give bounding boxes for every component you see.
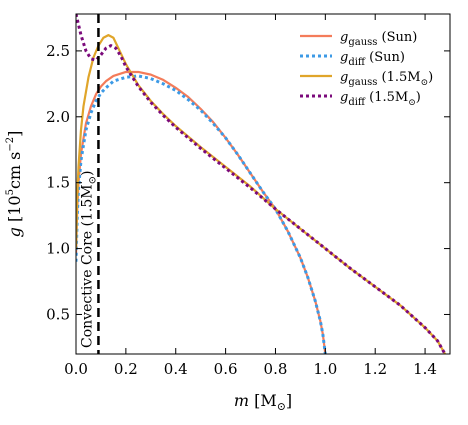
legend-suffix: (Sun) [365, 50, 405, 65]
y-tick-label: 1.5 [46, 174, 70, 192]
x-axis-var: m [234, 391, 249, 410]
x-axis-unit-close: ] [286, 391, 292, 410]
convective-core-label-sub: ⊙ [87, 176, 98, 184]
plot-frame [75, 13, 451, 355]
legend-label-4: gdiff (1.5M⊙) [340, 90, 421, 108]
legend-suffix: (Sun) [377, 30, 417, 45]
legend-var: g [340, 50, 348, 65]
x-tick-label: 0.0 [64, 360, 88, 378]
y-tick-label: 1.0 [46, 240, 70, 258]
y-tick-label: 2.0 [46, 108, 70, 126]
series-line-2 [76, 74, 327, 354]
legend-suffix-close: ) [416, 90, 421, 105]
x-tick-label: 1.2 [363, 360, 387, 378]
legend-label-3: ggauss (1.5M⊙) [340, 70, 433, 88]
legend: ggauss (Sun)gdiff (Sun)ggauss (1.5M⊙)gdi… [300, 30, 433, 108]
y-axis-close: ] [5, 131, 24, 137]
y-axis-title: g [105cm s−2] [5, 131, 24, 238]
y-axis-var: g [5, 227, 24, 237]
series-layer [76, 14, 447, 354]
legend-var: g [340, 30, 348, 45]
y-axis-mid: cm s [5, 152, 24, 189]
legend-sub: gauss [348, 37, 377, 48]
legend-label-2: gdiff (Sun) [340, 50, 405, 68]
legend-sub: gauss [348, 77, 377, 88]
x-axis-title: m [M⊙] [234, 391, 292, 413]
legend-suffix-close: ) [428, 70, 433, 85]
x-tick-label: 0.2 [114, 360, 138, 378]
tick-layer: 0.0 0.2 0.4 0.6 0.8 1.0 1.2 1.4 0.5 1.0 1.5 2.0 2.5 [46, 14, 450, 378]
convective-core-label-close: ) [79, 171, 95, 176]
y-axis-pre: [10 [5, 195, 24, 222]
x-axis-unit-sub: ⊙ [277, 400, 286, 413]
x-tick-label: 0.6 [214, 360, 238, 378]
series-line-1 [76, 70, 327, 354]
y-axis-exp: 5 [5, 189, 16, 195]
series-line-4 [76, 14, 447, 354]
x-tick-label: 0.4 [164, 360, 188, 378]
legend-suffix-sub: ⊙ [421, 78, 429, 88]
legend-label-1: ggauss (Sun) [340, 30, 417, 48]
legend-var: g [340, 70, 348, 85]
legend-sub: diff [348, 57, 366, 68]
x-tick-label: 1.4 [413, 360, 437, 378]
y-tick-label: 0.5 [46, 305, 70, 323]
legend-suffix: (1.5M [365, 90, 408, 105]
y-axis-exp2: −2 [5, 137, 16, 152]
legend-var: g [340, 90, 348, 105]
legend-suffix-sub: ⊙ [408, 98, 416, 108]
x-tick-label: 1.0 [313, 360, 337, 378]
y-tick-label: 2.5 [46, 42, 70, 60]
convective-core-label: Convective Core (1.5M⊙) [79, 171, 98, 348]
legend-suffix: (1.5M [377, 70, 420, 85]
legend-sub: diff [348, 97, 366, 108]
convective-core-label-text: Convective Core (1.5M [79, 184, 95, 348]
annotation-layer: Convective Core (1.5M⊙) [79, 14, 100, 354]
x-axis-unit: [M [254, 391, 277, 410]
x-tick-label: 0.8 [264, 360, 288, 378]
